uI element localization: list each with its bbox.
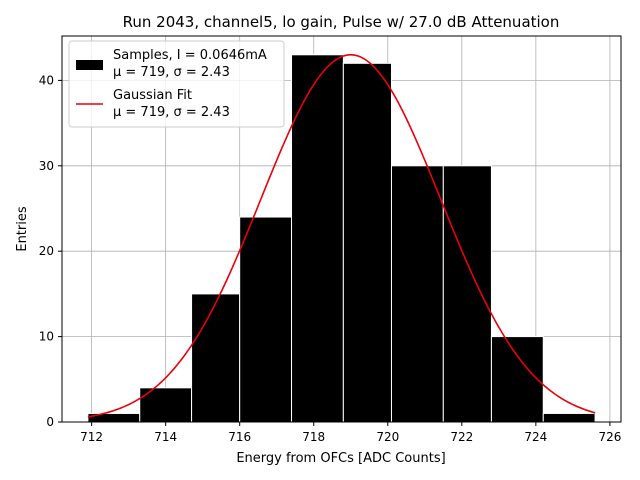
histogram-bars [87, 54, 596, 423]
y-tick-label: 40 [39, 73, 54, 87]
x-tick-label: 712 [80, 430, 103, 444]
histogram-bar [490, 336, 544, 423]
legend-box [68, 40, 285, 128]
histogram-bar [342, 62, 392, 423]
gaussian-fit-line [87, 54, 596, 418]
y-tick-label: 0 [46, 415, 54, 429]
x-tick-label: 722 [450, 430, 473, 444]
histogram-bar [390, 165, 444, 423]
x-tick-label: 726 [598, 430, 621, 444]
histogram-bar [442, 165, 492, 423]
x-tick-label: 724 [524, 430, 547, 444]
x-axis-ticks: 712 714 716 718 720 722 724 726 [80, 422, 621, 444]
histogram-bar [291, 54, 344, 423]
legend-label-samples: Samples, I = 0.0646mA [113, 48, 267, 63]
plot-frame [61, 35, 622, 423]
histogram-bar [239, 216, 293, 423]
y-axis-ticks: 0 10 20 30 40 [39, 73, 62, 429]
legend-label-fit: Gaussian Fit [113, 88, 192, 103]
gaussian-fit [87, 54, 596, 418]
histogram-bar [191, 293, 241, 423]
y-tick-label: 10 [39, 330, 54, 344]
y-tick-label: 20 [39, 244, 54, 258]
legend-detail-samples: μ = 719, σ = 2.43 [113, 65, 230, 80]
x-tick-label: 716 [228, 430, 251, 444]
legend-swatch-samples [76, 60, 103, 70]
y-tick-label: 30 [39, 159, 54, 173]
x-tick-label: 720 [376, 430, 399, 444]
y-axis-label: Entries [15, 206, 30, 252]
chart-title: Run 2043, channel5, lo gain, Pulse w/ 27… [123, 13, 560, 31]
x-axis-label: Energy from OFCs [ADC Counts] [236, 451, 445, 466]
histogram-bar [542, 412, 596, 423]
legend-detail-fit: μ = 719, σ = 2.43 [113, 105, 230, 120]
x-tick-label: 714 [154, 430, 177, 444]
x-tick-label: 718 [302, 430, 325, 444]
legend: Samples, I = 0.0646mA μ = 719, σ = 2.43 … [68, 40, 285, 128]
